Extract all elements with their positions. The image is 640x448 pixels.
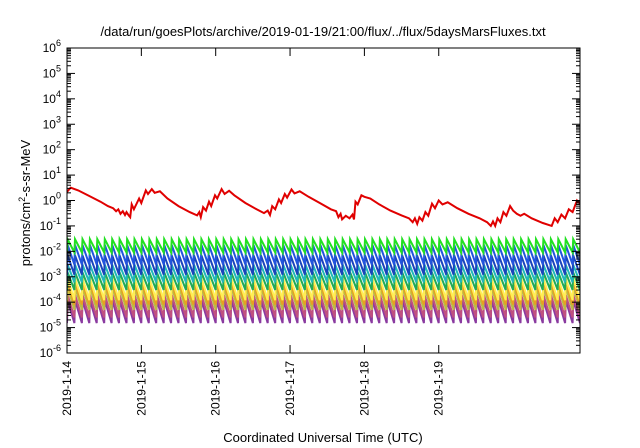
- series-line-1: [67, 186, 580, 229]
- y-tick-label: 10-5: [40, 318, 61, 335]
- y-tick-label: 10-1: [40, 216, 61, 233]
- x-axis: 2019-1-14 2019-1-15 2019-1-16 2019-1-17 2019…: [60, 48, 446, 416]
- x-axis-label: Coordinated Universal Time (UTC): [223, 430, 422, 445]
- y-axis-label: protons/cm2-s-sr-MeV: [17, 139, 33, 266]
- y-tick-label: 100: [43, 191, 61, 208]
- x-tick-label: 2019-1-18: [357, 361, 371, 416]
- series-layer: [67, 186, 580, 324]
- x-tick-label: 2019-1-14: [60, 361, 74, 416]
- y-tick-label: 105: [43, 63, 61, 80]
- y-axis-label-sup: 2: [17, 197, 27, 202]
- x-tick-label: 2019-1-16: [209, 361, 223, 416]
- y-axis-label-rest: -s-sr-MeV: [18, 139, 33, 196]
- y-tick-label: 104: [43, 89, 61, 106]
- series-line-2: [67, 235, 580, 257]
- x-tick-label: 2019-1-19: [432, 361, 446, 416]
- y-axis-label-main: protons/cm: [18, 202, 33, 266]
- y-tick-label: 101: [43, 165, 61, 182]
- y-tick-label: 102: [43, 140, 61, 157]
- y-tick-label: 106: [43, 38, 61, 55]
- y-tick-label: 10-6: [40, 343, 61, 360]
- y-tick-label: 103: [43, 114, 61, 131]
- x-tick-label: 2019-1-15: [134, 361, 148, 416]
- chart-title: /data/run/goesPlots/archive/2019-01-19/2…: [100, 24, 546, 39]
- y-axis: 10-6 10-5 10-4 10-3 10-2 10-1 100 101 102 103 104 1…: [40, 38, 580, 360]
- y-tick-label: 10-2: [40, 241, 61, 258]
- y-tick-label: 10-3: [40, 267, 61, 284]
- y-tick-label: 10-4: [40, 292, 61, 309]
- x-tick-label: 2019-1-17: [283, 361, 297, 416]
